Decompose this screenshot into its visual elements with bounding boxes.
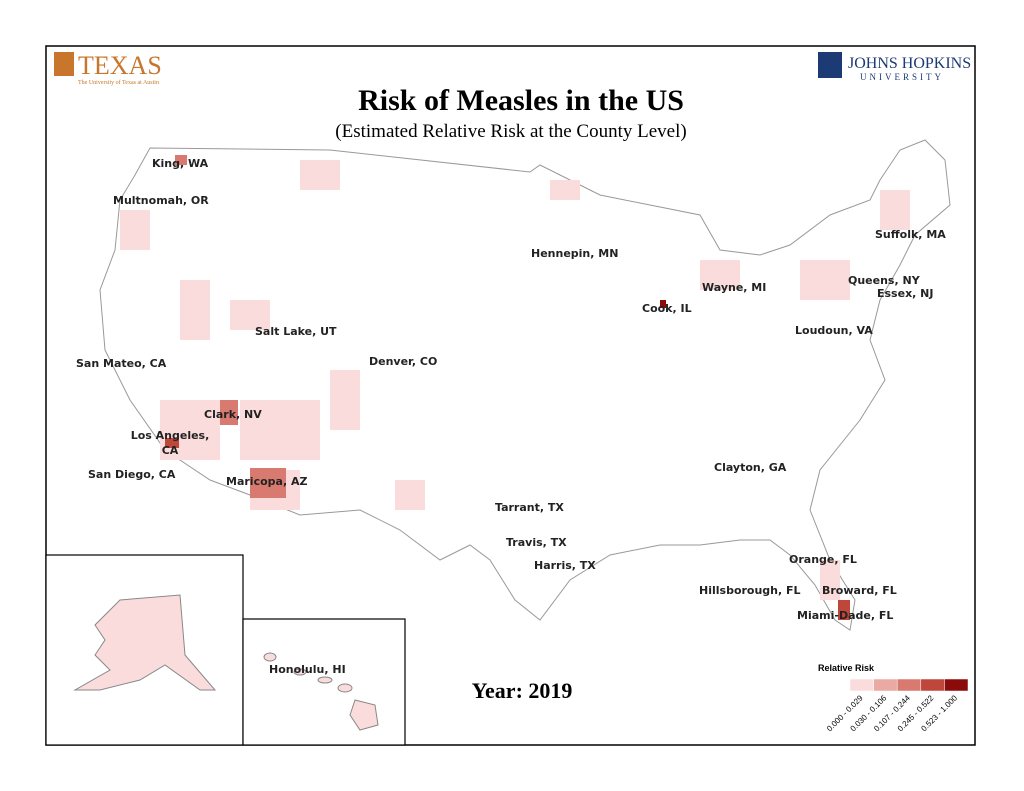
legend-swatch xyxy=(849,678,874,692)
county-label: Los Angeles, CA xyxy=(130,429,210,457)
county-label: Clayton, GA xyxy=(714,461,787,474)
county-label: Cook, IL xyxy=(642,302,692,315)
county-label: Suffolk, MA xyxy=(875,228,946,241)
hawaii xyxy=(263,652,379,731)
subtitle: (Estimated Relative Risk at the County L… xyxy=(335,121,686,142)
risk-patches xyxy=(120,160,910,600)
logo-right: JOHNS HOPKINS UNIVERSITY xyxy=(818,52,971,82)
county-label: Loudoun, VA xyxy=(795,324,873,337)
county-label: Clark, NV xyxy=(204,408,262,421)
county-label: Multnomah, OR xyxy=(113,194,209,207)
title: Risk of Measles in the US xyxy=(358,84,684,117)
legend-title: Relative Risk xyxy=(818,663,875,673)
county-label: Wayne, MI xyxy=(702,281,767,294)
logo-subtext: The University of Texas at Austin xyxy=(78,79,159,86)
county-label: Broward, FL xyxy=(822,584,897,597)
county-label: Hillsborough, FL xyxy=(699,584,801,597)
county-label: Essex, NJ xyxy=(877,287,934,300)
county-label: San Mateo, CA xyxy=(76,357,167,370)
county-label: Harris, TX xyxy=(534,559,596,572)
county-label: Travis, TX xyxy=(506,536,567,549)
logo-text: JOHNS HOPKINS xyxy=(848,55,971,72)
county-label: Salt Lake, UT xyxy=(255,325,337,338)
county-label: Tarrant, TX xyxy=(495,501,564,514)
frame xyxy=(45,45,976,746)
high-risk-counties xyxy=(165,155,850,620)
legend-swatch xyxy=(873,678,898,692)
county-label: Hennepin, MN xyxy=(531,247,619,260)
logo-left: TEXAS The University of Texas at Austin xyxy=(54,51,162,86)
year: Year: 2019 xyxy=(472,678,573,703)
county-label: San Diego, CA xyxy=(88,468,176,481)
logo-text: TEXAS xyxy=(78,51,162,80)
alaska xyxy=(73,594,217,691)
county-label: Queens, NY xyxy=(848,274,920,287)
legend-swatch xyxy=(896,678,922,692)
county-label: Denver, CO xyxy=(369,355,438,368)
county-label: Honolulu, HI xyxy=(269,663,346,676)
county-label: Miami-Dade, FL xyxy=(797,609,894,622)
logo-subtext: UNIVERSITY xyxy=(860,72,944,82)
legend-swatch xyxy=(944,678,969,692)
county-label: Maricopa, AZ xyxy=(226,475,308,488)
legend-swatch xyxy=(920,678,945,692)
county-label: Orange, FL xyxy=(789,553,857,566)
county-label: King, WA xyxy=(152,157,209,170)
